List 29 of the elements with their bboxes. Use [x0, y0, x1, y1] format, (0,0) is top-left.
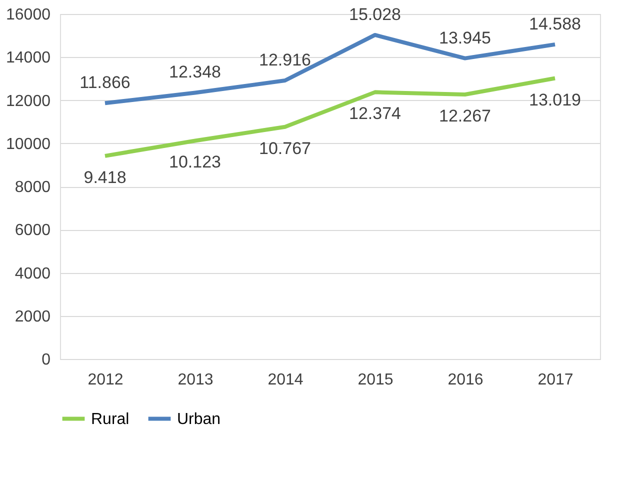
- data-label: 11.866: [80, 73, 130, 92]
- y-tick-label: 12000: [6, 92, 51, 110]
- y-tick-label: 14000: [6, 50, 51, 67]
- data-label: 10.767: [259, 138, 311, 158]
- x-tick-label: 2015: [358, 372, 394, 388]
- x-tick-label: 2014: [268, 372, 304, 388]
- y-tick-label: 6000: [14, 222, 51, 240]
- data-label: 12.267: [439, 106, 491, 126]
- data-label: 14.588: [529, 14, 581, 34]
- y-tick-label: 8000: [14, 179, 51, 196]
- x-tick-label: 2017: [538, 372, 574, 388]
- x-tick-label: 2012: [88, 372, 124, 388]
- data-label: 12.374: [349, 104, 401, 124]
- x-tick-label: 2016: [448, 372, 484, 388]
- legend-label: Urban: [177, 410, 221, 428]
- data-label: 9.418: [84, 168, 126, 187]
- data-label: 12.916: [259, 50, 311, 70]
- data-label: 13.019: [529, 90, 581, 110]
- y-tick-label: 10000: [6, 136, 51, 153]
- data-label: 12.348: [169, 62, 221, 82]
- y-tick-label: 16000: [6, 6, 51, 24]
- legend-label: Rural: [91, 410, 130, 428]
- data-label: 10.123: [169, 152, 221, 172]
- y-tick-label: 0: [42, 352, 51, 368]
- y-tick-label: 2000: [14, 308, 51, 326]
- data-label: 15.028: [349, 4, 401, 24]
- y-tick-label: 4000: [14, 265, 51, 282]
- x-tick-label: 2013: [178, 372, 214, 388]
- data-label: 13.945: [439, 28, 491, 48]
